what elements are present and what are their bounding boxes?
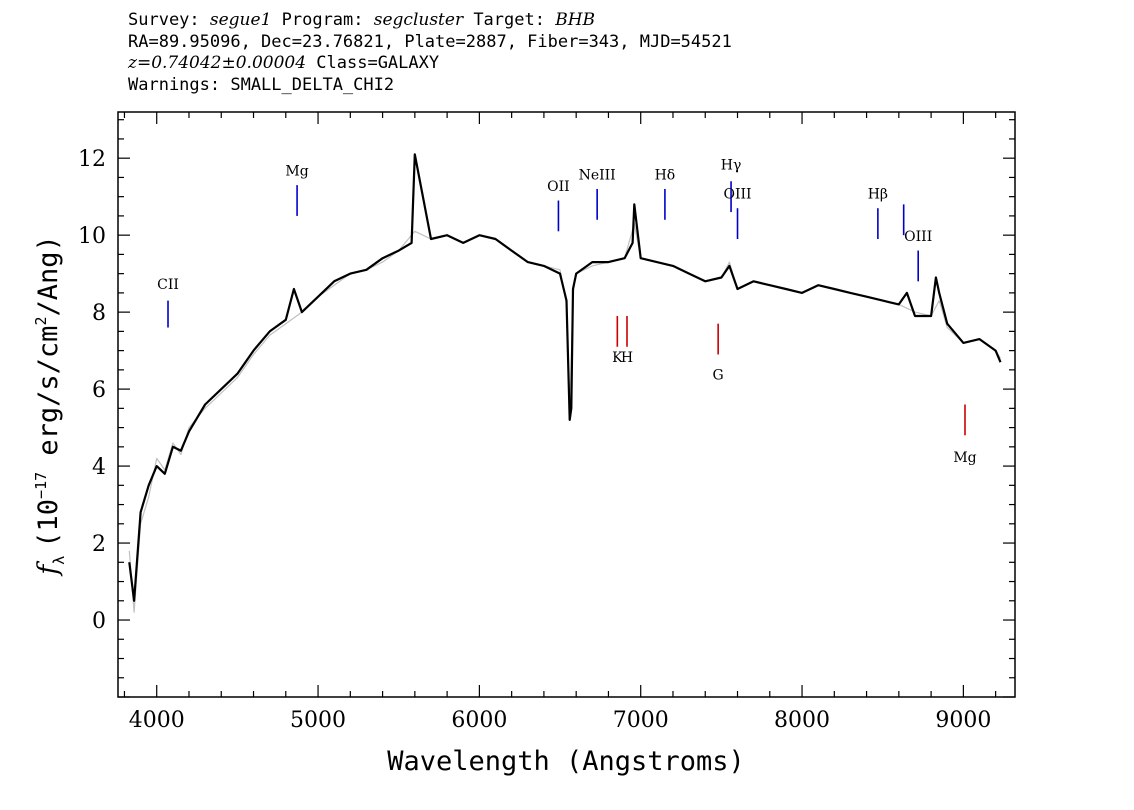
header-redshift-line: z=0.74042±0.00004 Class=GALAXY <box>128 53 732 75</box>
survey-value: segue1 <box>209 10 272 30</box>
program-value: segcluster <box>373 10 464 30</box>
header-coords-line: RA=89.95096, Dec=23.76821, Plate=2887, F… <box>128 31 732 52</box>
spectrum-header: Survey: segue1 Program: segcluster Targe… <box>128 10 732 96</box>
x-tick-label: 5000 <box>290 708 346 733</box>
axis-ticks: 4000 5000 6000 7000 8000 9000 0 2 4 6 8 10 12 <box>78 112 1015 733</box>
x-tick-label: 8000 <box>774 708 830 733</box>
survey-prefix: Survey: <box>128 10 210 30</box>
x-axis-title: Wavelength (Angstroms) <box>387 746 745 777</box>
y-tick-label: 10 <box>78 224 106 249</box>
series-layer <box>128 153 1002 613</box>
spectral-line-label: CII <box>157 277 179 293</box>
y-tick-label: 0 <box>92 609 106 634</box>
spectral-line-label: Hδ <box>655 167 676 183</box>
program-prefix: Program: <box>271 10 374 30</box>
y-tick-label: 8 <box>92 301 106 326</box>
series-line-1 <box>128 153 1002 602</box>
spectral-line-label: Mg <box>953 450 976 466</box>
y-tick-label: 6 <box>92 378 106 403</box>
spectral-line-label: OIII <box>904 229 932 245</box>
y-axis-title: fλ(10−17 erg/s/cm2/Ang) <box>32 235 68 577</box>
x-tick-label: 6000 <box>451 708 507 733</box>
y-tick-label: 2 <box>92 532 106 557</box>
x-tick-label: 9000 <box>935 708 991 733</box>
spectral-line-label: Mg <box>285 164 308 180</box>
target-value: BHB <box>555 10 596 30</box>
y-tick-label: 4 <box>92 455 106 480</box>
spectral-line-label: OIII <box>723 187 751 203</box>
plot-frame <box>117 111 1016 698</box>
header-survey-line: Survey: segue1 Program: segcluster Targe… <box>128 10 732 32</box>
header-warnings-line: Warnings: SMALL_DELTA_CHI2 <box>128 74 395 95</box>
redshift-value: z=0.74042±0.00004 <box>128 53 307 73</box>
spectral-lines-layer: CII Mg OII NeIII Hδ Hγ OIII Hβ OIII KH G Mg <box>157 158 977 466</box>
x-tick-label: 7000 <box>613 708 669 733</box>
y-tick-label: 12 <box>78 147 106 172</box>
target-prefix: Target: <box>463 10 556 30</box>
spectral-line-label: H <box>621 350 633 366</box>
spectral-line-label: OII <box>547 179 570 195</box>
class-value: Class=GALAXY <box>306 53 440 73</box>
spectral-line-label: NeIII <box>579 167 616 183</box>
x-tick-label: 4000 <box>129 708 185 733</box>
spectral-line-label: G <box>713 367 724 383</box>
spectral-line-label: Hγ <box>721 158 742 174</box>
spectral-line-label: K <box>612 350 623 366</box>
spectral-line-label: Hβ <box>868 187 888 203</box>
series-line-0 <box>128 223 1002 613</box>
